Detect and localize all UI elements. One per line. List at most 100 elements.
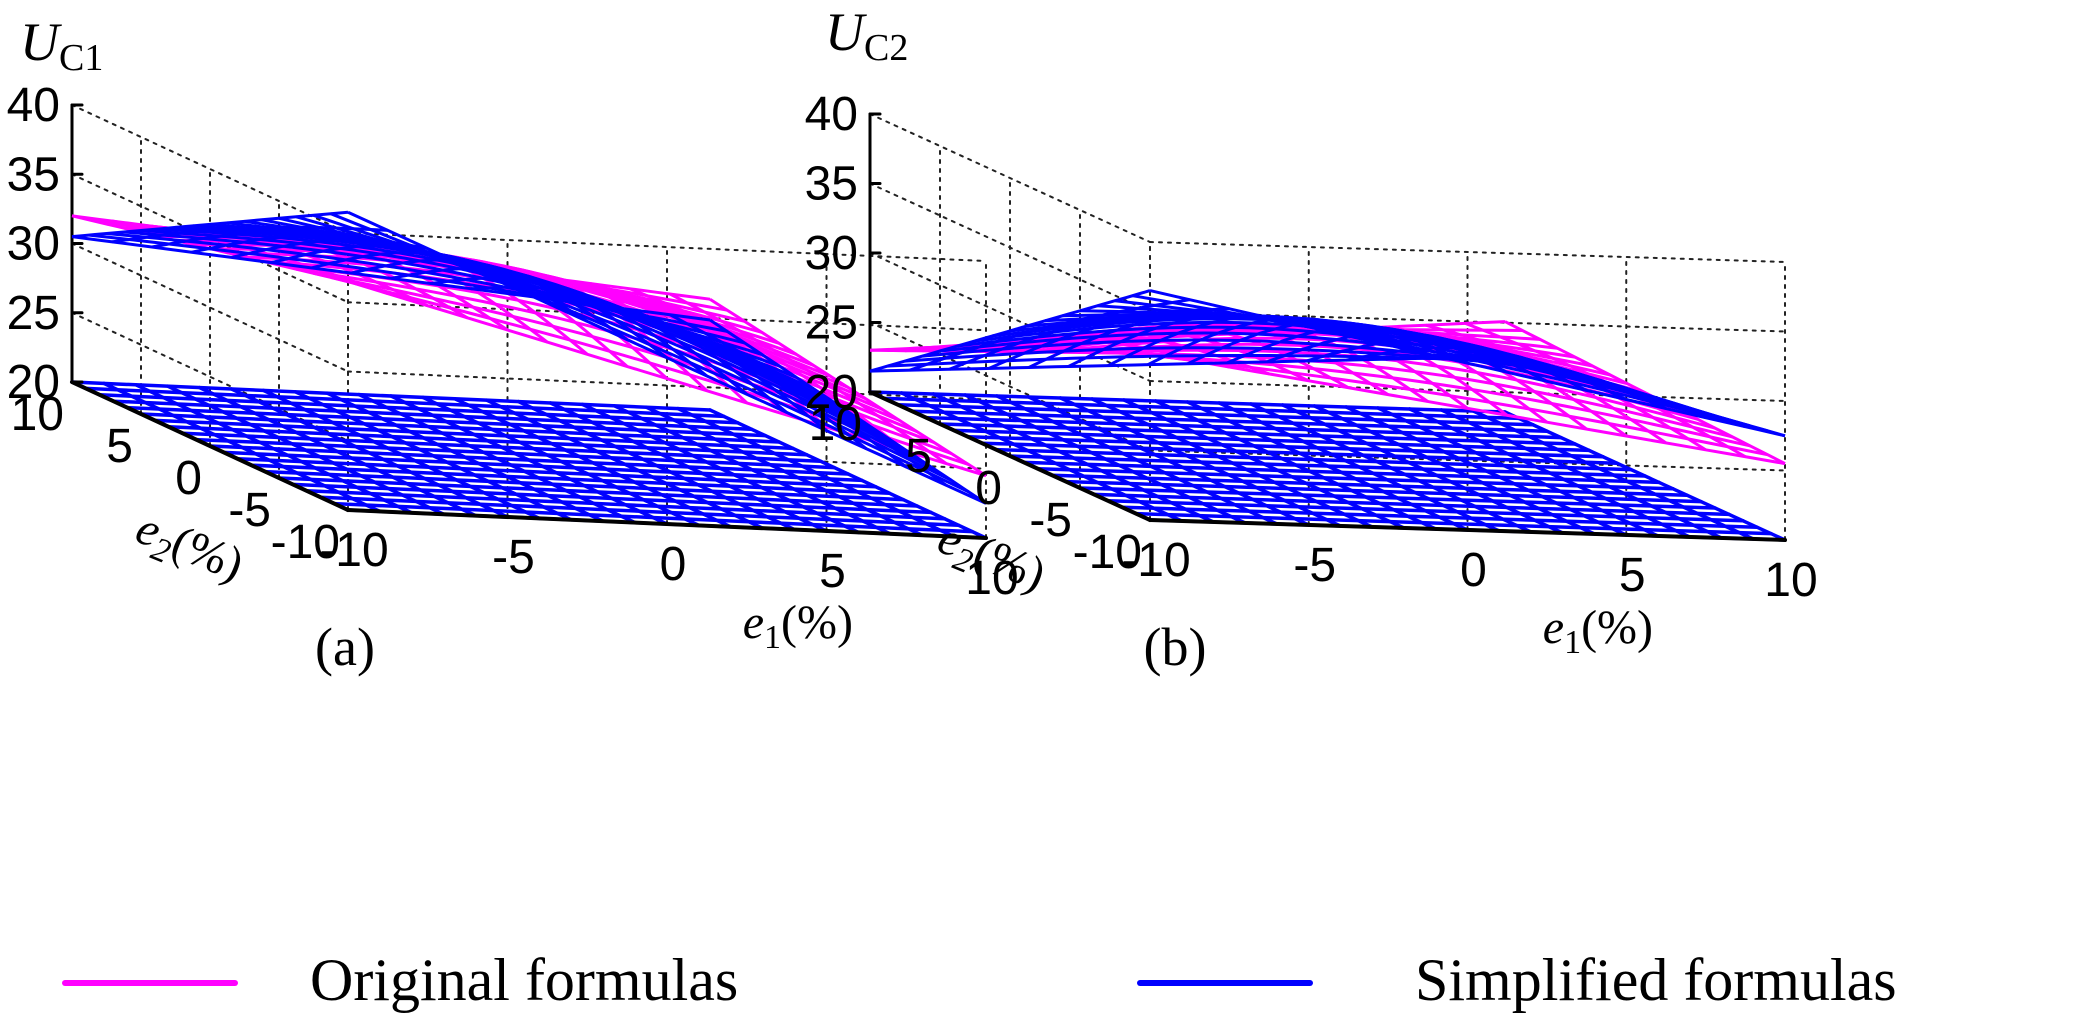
floor-line bbox=[868, 390, 1507, 414]
e2-tick-label: 5 bbox=[905, 430, 932, 483]
legend: Original formulas Simplified formulas bbox=[62, 947, 1897, 1013]
grid-line bbox=[347, 439, 987, 470]
floor-line bbox=[994, 447, 1633, 472]
e1-tick-label: 0 bbox=[660, 538, 687, 591]
floor-line bbox=[166, 425, 809, 457]
floor-line bbox=[938, 422, 1577, 446]
panel-label: (a) bbox=[315, 617, 375, 677]
floor-line bbox=[484, 398, 765, 530]
floor-line bbox=[644, 405, 924, 537]
surface-line bbox=[629, 308, 908, 469]
floor-line bbox=[153, 418, 795, 451]
z-tick-label: 35 bbox=[7, 148, 60, 201]
z-tick-label: 35 bbox=[805, 158, 858, 211]
floor-mesh bbox=[868, 390, 1787, 542]
floor-line bbox=[421, 395, 701, 528]
grid-line bbox=[1149, 449, 1786, 472]
z-tick-label: 25 bbox=[7, 287, 60, 340]
e1-tick-label: 5 bbox=[819, 545, 846, 598]
e2-tick-label: 0 bbox=[975, 462, 1002, 515]
surface-line bbox=[123, 230, 763, 356]
z-tick-label: 30 bbox=[7, 218, 60, 271]
floor-line bbox=[952, 428, 1591, 453]
grid-line bbox=[1149, 241, 1786, 263]
floor-line bbox=[194, 437, 836, 470]
surface-line bbox=[89, 233, 728, 333]
floor-line bbox=[924, 415, 1563, 440]
z-axis-label: UC1 bbox=[20, 12, 103, 79]
floor-line bbox=[453, 397, 733, 529]
floor-line bbox=[612, 404, 893, 536]
surface-line bbox=[1504, 320, 1786, 465]
surface-line bbox=[869, 320, 1506, 352]
e2-tick-label: -5 bbox=[228, 484, 271, 537]
surface-line bbox=[106, 232, 745, 345]
grid-line bbox=[347, 301, 987, 332]
floor-line bbox=[180, 431, 823, 463]
floor-line bbox=[97, 393, 740, 425]
e2-tick-label: -10 bbox=[271, 516, 340, 569]
floor-line bbox=[1376, 406, 1660, 538]
legend-label: Original formulas bbox=[310, 947, 738, 1013]
surface-line bbox=[709, 297, 987, 477]
e2-tick-label: -5 bbox=[1029, 494, 1072, 547]
floor-line bbox=[1503, 410, 1787, 542]
e2-tick-label: -10 bbox=[1073, 526, 1142, 579]
floor-line bbox=[84, 386, 726, 419]
e1-tick-label: -10 bbox=[1121, 534, 1190, 587]
surface-line bbox=[669, 292, 947, 465]
floor-line bbox=[580, 402, 861, 535]
surface-line bbox=[1504, 354, 1786, 438]
grid-line bbox=[71, 104, 349, 234]
z-tick-label: 25 bbox=[805, 297, 858, 350]
surface-simplified-formulas bbox=[869, 289, 1786, 438]
surface-line bbox=[869, 354, 1506, 373]
floor-line bbox=[676, 406, 956, 539]
e1-tick-label: -5 bbox=[1293, 539, 1336, 592]
legend-label: Simplified formulas bbox=[1415, 947, 1897, 1013]
e2-tick-label: 10 bbox=[809, 398, 862, 451]
grid-line bbox=[869, 321, 1151, 452]
floor-line bbox=[896, 403, 1535, 427]
e1-tick-label: 0 bbox=[1460, 544, 1487, 597]
e1-tick-label: 10 bbox=[1764, 554, 1817, 607]
z-tick-label: 20 bbox=[805, 366, 858, 419]
floor-line bbox=[111, 399, 754, 431]
e1-axis bbox=[1148, 518, 1787, 542]
floor-line bbox=[910, 409, 1549, 433]
e2-tick-label: 10 bbox=[11, 388, 64, 441]
floor-line bbox=[548, 401, 829, 533]
e2-tick-label: 5 bbox=[106, 420, 133, 473]
floor-line bbox=[708, 408, 988, 540]
surface-line bbox=[71, 235, 711, 322]
floor-line bbox=[1344, 405, 1628, 537]
z-tick-label: 40 bbox=[805, 88, 858, 141]
floor-line bbox=[1439, 408, 1724, 540]
floor-line bbox=[70, 380, 712, 412]
surface-line bbox=[669, 313, 947, 487]
e1-tick-label: -10 bbox=[319, 524, 388, 577]
z-axis-label: UC2 bbox=[825, 2, 908, 69]
e1-tick-label: 10 bbox=[965, 552, 1018, 605]
e2-axis bbox=[868, 390, 1152, 522]
floor-line bbox=[139, 412, 781, 444]
floor-line bbox=[1249, 402, 1533, 534]
floor-line bbox=[1217, 401, 1501, 533]
floor-line bbox=[125, 405, 767, 438]
z-tick-label: 40 bbox=[7, 79, 60, 132]
panel-label: (b) bbox=[1144, 617, 1207, 677]
e2-axis bbox=[70, 380, 350, 512]
z-tick-label: 20 bbox=[7, 356, 60, 409]
floor-line bbox=[208, 444, 850, 476]
grid-line bbox=[869, 113, 1151, 243]
floor-line bbox=[1008, 454, 1647, 478]
z-tick-label: 30 bbox=[805, 227, 858, 280]
e2-axis-label: e2(%) bbox=[126, 501, 251, 598]
floor-line bbox=[882, 396, 1521, 421]
e1-tick-label: -5 bbox=[492, 531, 535, 584]
surface-simplified-formulas bbox=[71, 210, 987, 505]
surface-line bbox=[709, 318, 987, 505]
